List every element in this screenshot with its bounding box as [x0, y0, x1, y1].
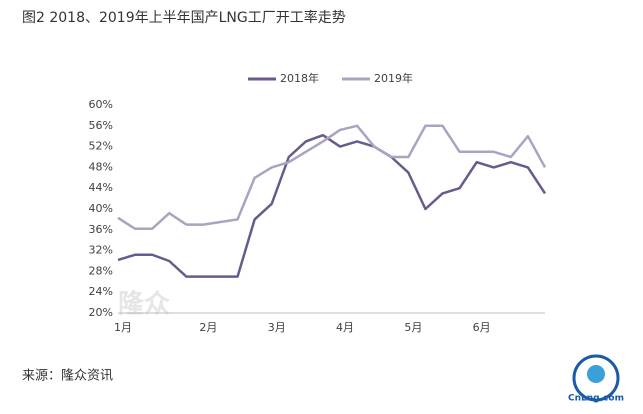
y-tick-label: 24% — [89, 285, 113, 298]
y-tick-label: 52% — [89, 140, 113, 153]
watermark: 隆众 — [118, 290, 170, 320]
y-tick-label: 28% — [89, 264, 113, 277]
legend-label: 2019年 — [374, 71, 413, 85]
logo-ring — [572, 354, 620, 402]
logo-text: CnLng.com — [568, 394, 624, 404]
x-tick-label: 3月 — [268, 321, 286, 334]
y-tick-label: 40% — [89, 202, 113, 215]
line-series — [117, 133, 547, 278]
x-tick-label: 4月 — [336, 321, 354, 334]
x-tick-label: 5月 — [404, 321, 422, 334]
x-tick-label: 2月 — [199, 321, 217, 334]
x-tick-label: 1月 — [114, 321, 132, 334]
y-tick-label: 56% — [89, 119, 113, 132]
chart-title: 图2 2018、2019年上半年国产LNG工厂开工率走势 — [22, 9, 346, 26]
y-tick-label: 60% — [89, 98, 113, 111]
logo-drop — [587, 365, 605, 383]
y-tick-label: 44% — [89, 181, 113, 194]
y-tick-label: 48% — [89, 160, 113, 173]
source: 来源：隆众资讯 — [22, 369, 113, 384]
line-series — [117, 124, 547, 231]
x-tick-label: 6月 — [473, 321, 491, 334]
legend-label: 2018年 — [280, 71, 319, 85]
y-tick-label: 20% — [89, 306, 113, 319]
y-tick-label: 32% — [89, 244, 113, 257]
y-tick-label: 36% — [89, 223, 113, 236]
